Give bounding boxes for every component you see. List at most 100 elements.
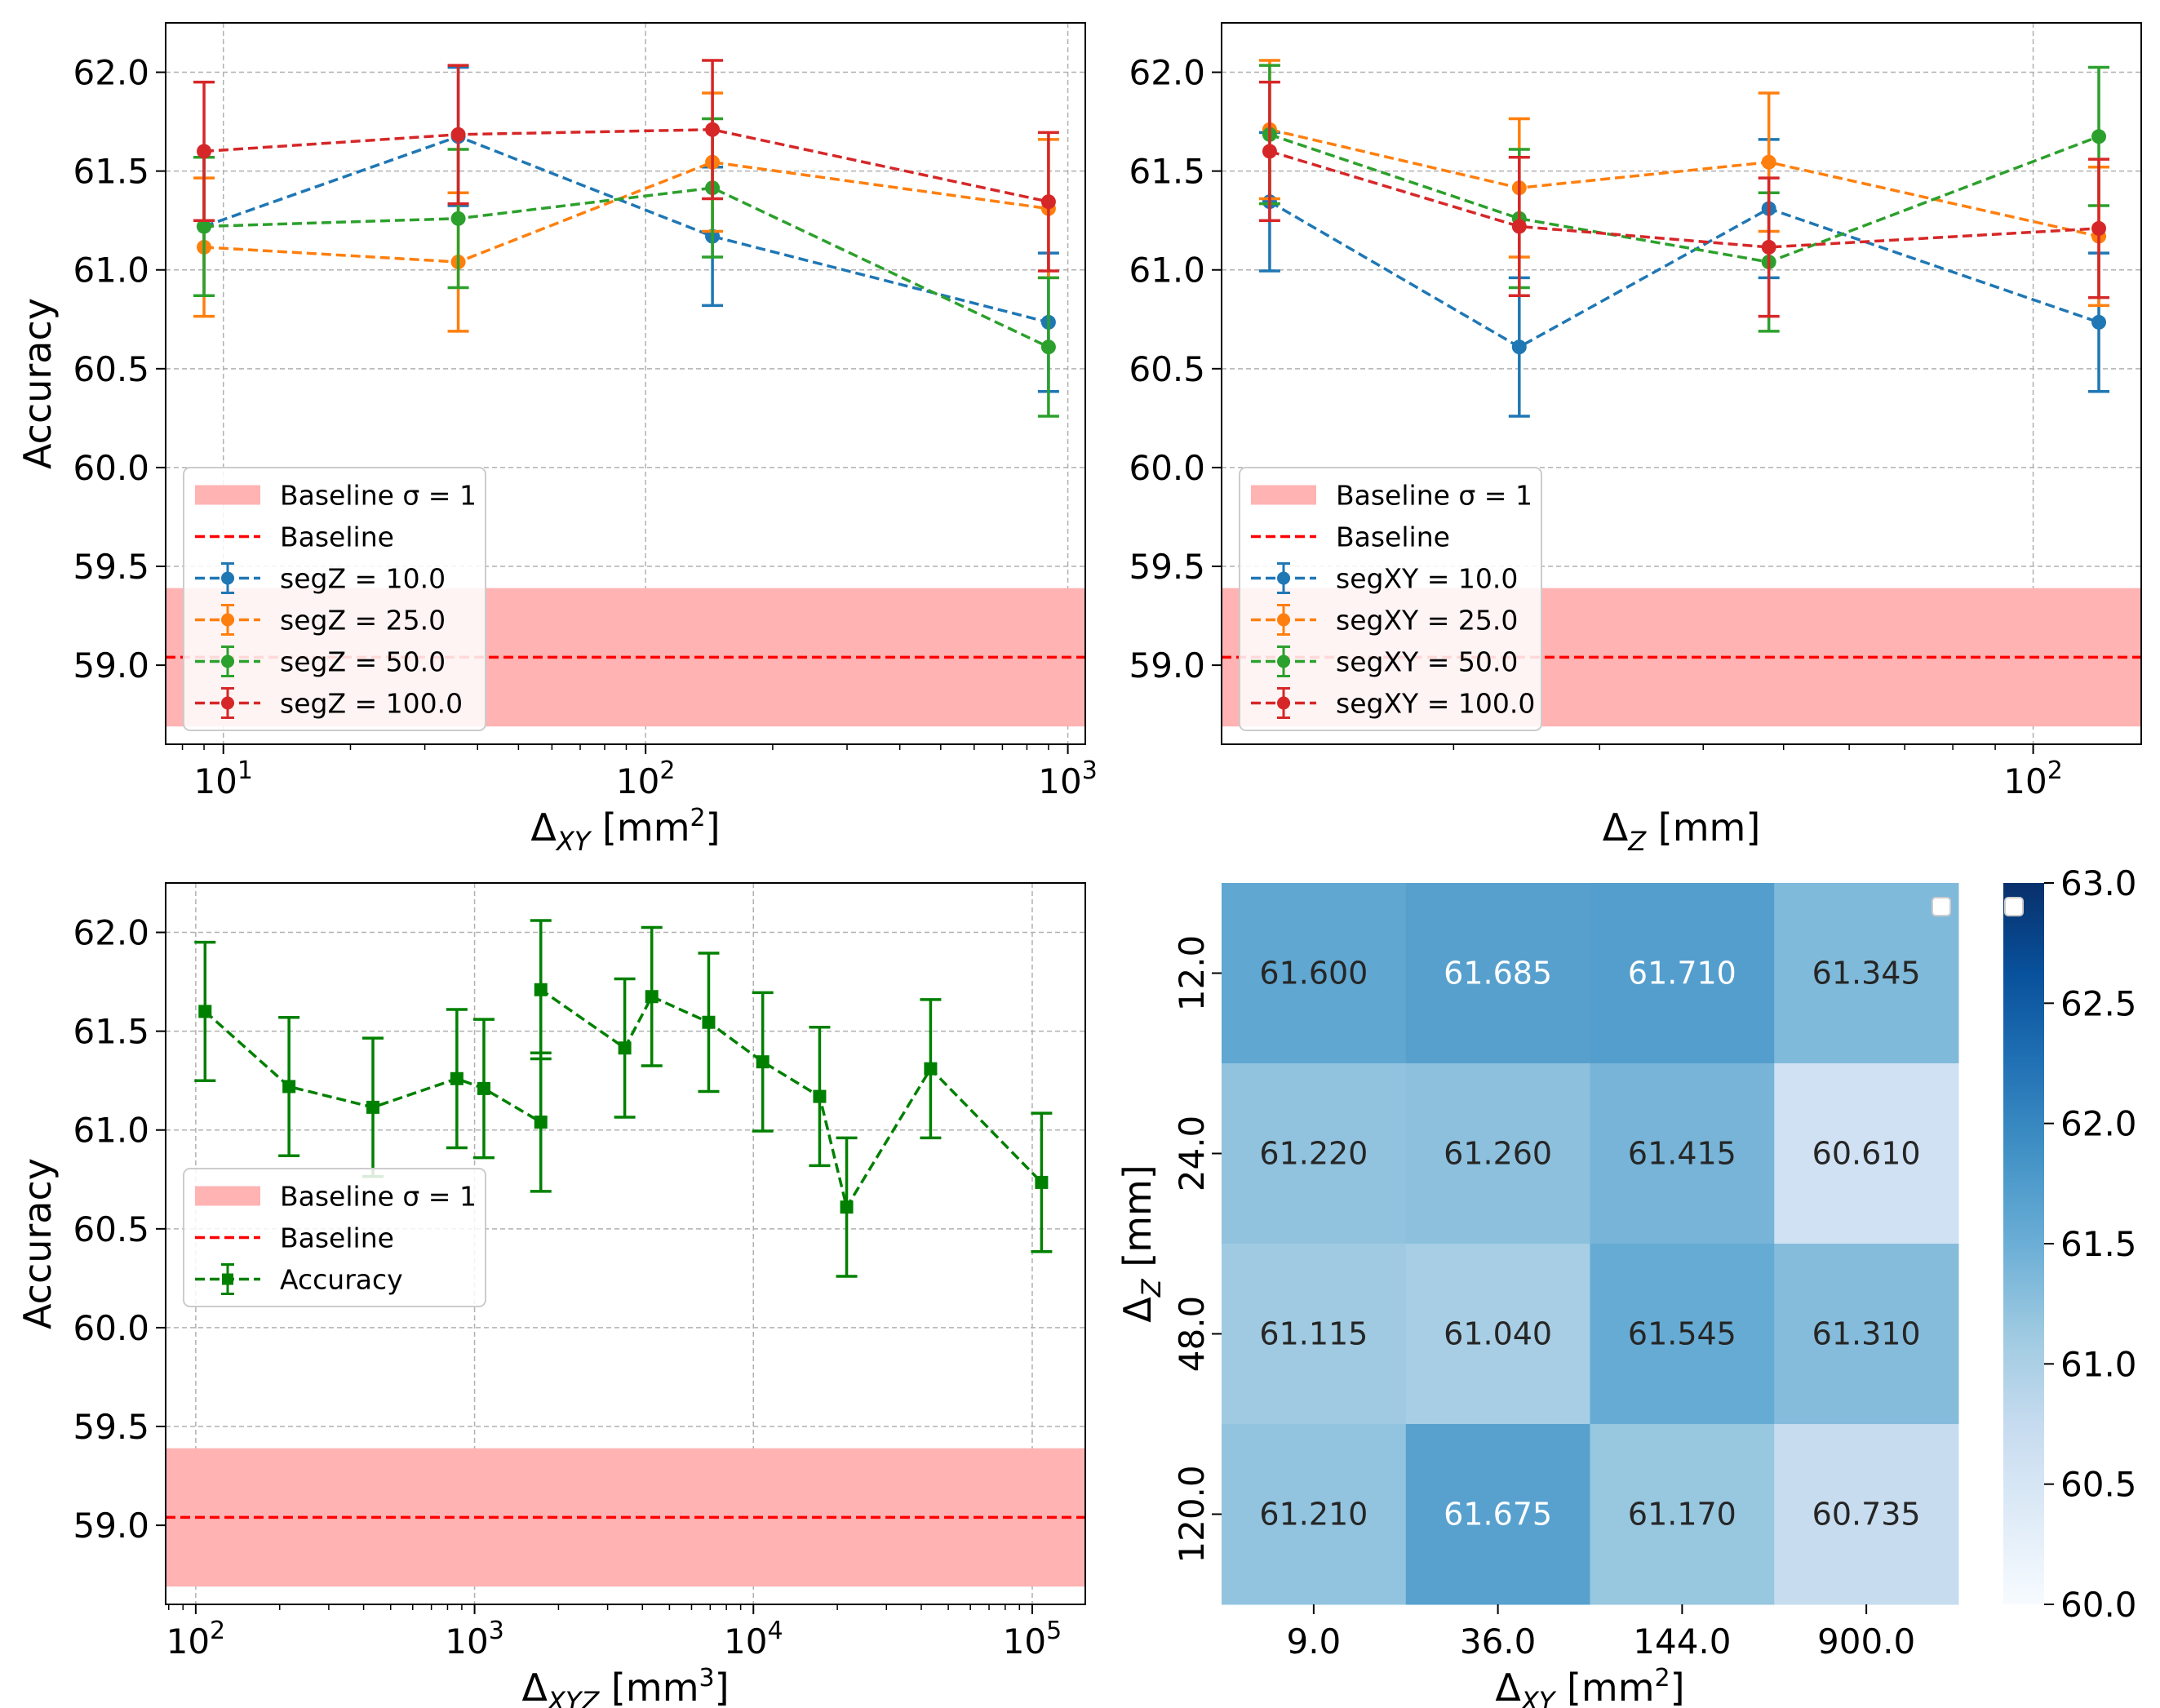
legend-label: Baseline σ = 1 <box>280 480 477 512</box>
heatmap-cell-value: 61.310 <box>1812 1316 1921 1352</box>
legend-label: segZ = 10.0 <box>280 563 446 595</box>
colorbar <box>2003 883 2044 1604</box>
tick-exponent: 4 <box>767 1617 783 1645</box>
label-end: ] <box>715 1666 730 1708</box>
data-point <box>1035 1175 1049 1189</box>
y-tick-label: 12.0 <box>1172 935 1212 1012</box>
colorbar-tick-label: 61.0 <box>2060 1344 2137 1384</box>
heatmap-cell <box>1774 1244 1959 1425</box>
tick-exponent: 3 <box>489 1617 504 1645</box>
tick-exponent: 1 <box>237 756 253 785</box>
y-tick-label: 61.5 <box>1129 152 1205 192</box>
heatmap-cell-value: 61.545 <box>1628 1316 1736 1352</box>
label-superscript: 2 <box>690 804 706 832</box>
y-tick-label: 60.5 <box>73 349 149 389</box>
x-tick-label: 101 <box>193 756 253 801</box>
colorbar-tick-label: 61.5 <box>2060 1224 2137 1264</box>
y-axis-label: Accuracy <box>16 1158 60 1329</box>
y-tick-label: 59.0 <box>1129 645 1205 685</box>
tick-base: 10 <box>2003 761 2047 801</box>
data-point <box>534 983 548 996</box>
data-point <box>2091 314 2107 330</box>
series-line <box>203 186 1049 348</box>
heatmap-cell <box>1405 1424 1590 1605</box>
legend-handle-band <box>1251 485 1316 505</box>
data-point <box>1761 154 1776 170</box>
tick-exponent: 3 <box>1082 756 1098 785</box>
y-tick-label: 60.5 <box>73 1209 149 1249</box>
legend-label: segXY = 25.0 <box>1336 605 1518 637</box>
y-tick-label: 60.5 <box>1129 349 1205 389</box>
label-subscript: XY <box>1519 1686 1557 1708</box>
legend-marker <box>221 613 234 627</box>
heatmap-cell <box>1222 1244 1407 1425</box>
data-point <box>618 1041 632 1055</box>
legend-marker <box>1277 571 1290 585</box>
y-tick-label: 60.0 <box>73 448 149 488</box>
x-tick-label: 36.0 <box>1460 1621 1537 1661</box>
label-unit: [mm <box>599 1666 699 1708</box>
heatmap-cell-value: 61.685 <box>1444 956 1552 992</box>
legend-handle-band <box>195 1186 260 1206</box>
y-tick-label: 60.0 <box>1129 448 1205 488</box>
legend: Baseline σ = 1 Baseline segXY = 10.0 segXY … <box>1239 467 1542 731</box>
heatmap-cell-value: 61.210 <box>1259 1497 1368 1533</box>
x-tick-label: 104 <box>724 1617 783 1661</box>
heatmap-cell <box>1222 1063 1407 1244</box>
data-point <box>645 990 659 1004</box>
heatmap-cell-value: 61.710 <box>1628 956 1736 992</box>
tick-exponent: 2 <box>659 756 675 785</box>
data-point <box>924 1062 938 1076</box>
x-tick-label: 102 <box>2003 756 2063 801</box>
label-delta: Δ <box>530 805 557 850</box>
y-tick-label: 59.5 <box>73 547 149 587</box>
label-delta: Δ <box>521 1666 548 1708</box>
legend-label: segZ = 25.0 <box>280 605 446 637</box>
plot-area <box>166 883 1085 1604</box>
legend-label: Accuracy <box>280 1264 403 1296</box>
series-line <box>1269 149 2100 249</box>
data-point <box>1511 339 1527 355</box>
data-point <box>477 1081 490 1095</box>
legend-label: Baseline <box>280 1222 394 1254</box>
legend-marker <box>1277 696 1290 710</box>
data-point <box>813 1089 827 1103</box>
legend: Baseline σ = 1 Baseline segZ = 10.0 segZ = … <box>183 467 486 731</box>
panel-accuracy-vs-delta-z: 59.0 59.5 60.0 60.5 61.0 61.5 62.0 102 ΔZ [mm] Ba… <box>1129 22 2142 857</box>
y-tick-label: 120.0 <box>1172 1465 1212 1563</box>
series-3 <box>193 59 1059 273</box>
series-line <box>203 128 1049 203</box>
y-axis-label: Accuracy <box>16 298 60 469</box>
empty-legend-box <box>1932 897 1951 916</box>
label-delta: Δ <box>1495 1666 1521 1708</box>
y-tick-label: 61.0 <box>73 251 149 291</box>
data-point <box>1262 144 1277 159</box>
data-point <box>1511 219 1527 234</box>
tick-base: 10 <box>193 761 237 801</box>
series-0 <box>194 919 1053 1278</box>
colorbar-tick-label: 62.5 <box>2060 983 2137 1023</box>
heatmap-cell <box>1405 1063 1590 1244</box>
x-axis-label: ΔXYZ [mm3] <box>521 1664 729 1708</box>
series-2 <box>1258 64 2110 333</box>
data-point <box>197 144 212 159</box>
legend-label: Baseline σ = 1 <box>280 1181 477 1213</box>
y-tick-label: 62.0 <box>73 913 149 953</box>
y-axis-label: ΔZ [mm] <box>1115 1165 1167 1323</box>
tick-base: 10 <box>1038 761 1081 801</box>
heatmap-cell-value: 60.610 <box>1812 1136 1921 1172</box>
legend-marker <box>221 654 234 668</box>
legend-label: Baseline <box>280 521 394 553</box>
label-end: ] <box>706 805 721 850</box>
y-tick-label: 61.0 <box>73 1111 149 1151</box>
series-2 <box>193 117 1059 418</box>
x-axis-label: ΔXY [mm2] <box>1495 1664 1684 1708</box>
label-unit: [mm] <box>1115 1165 1160 1279</box>
series-line <box>203 135 1049 324</box>
legend-box <box>1239 467 1542 731</box>
x-tick-label: 103 <box>445 1617 504 1661</box>
data-point <box>450 1071 463 1085</box>
heatmap-cell <box>1405 1244 1590 1425</box>
legend-label: Baseline σ = 1 <box>1336 480 1532 512</box>
